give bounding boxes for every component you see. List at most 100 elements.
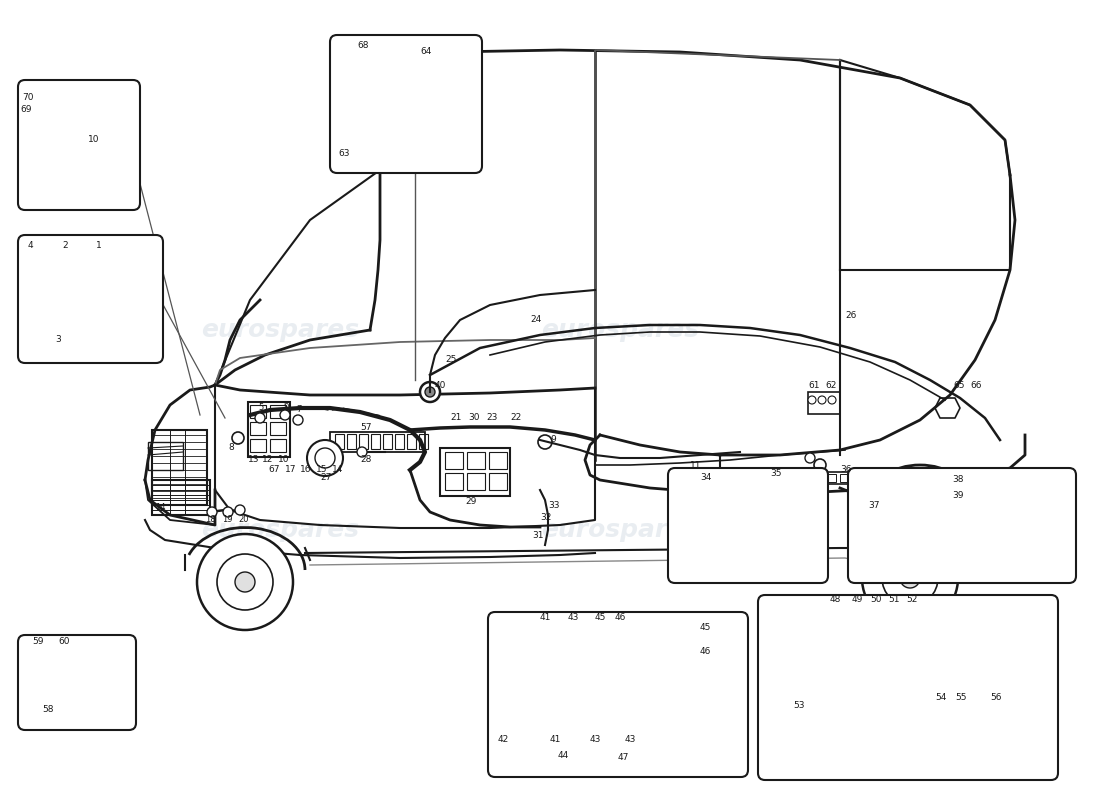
Text: 34: 34 [700,474,712,482]
Bar [681,505,698,523]
Circle shape [381,116,389,124]
Circle shape [664,728,678,742]
Text: 46: 46 [700,646,712,655]
Circle shape [85,655,99,669]
Text: 24: 24 [530,315,541,325]
FancyBboxPatch shape [18,235,163,363]
Bar [28,648,118,706]
Circle shape [35,655,50,669]
Text: 9: 9 [550,435,556,445]
Text: 14: 14 [155,503,165,513]
Bar [681,482,698,500]
Bar [756,474,766,482]
Circle shape [869,484,881,496]
Circle shape [664,616,678,630]
Circle shape [197,534,293,630]
Text: 61: 61 [808,382,820,390]
Bar [840,474,850,482]
FancyBboxPatch shape [668,468,828,583]
Text: 66: 66 [970,381,981,390]
Circle shape [828,396,836,404]
Circle shape [60,655,74,669]
Circle shape [217,554,273,610]
Bar [723,505,740,523]
Circle shape [64,681,70,687]
Text: 10: 10 [278,455,289,465]
Text: 65: 65 [953,381,965,390]
Bar [152,430,207,505]
Circle shape [207,507,217,517]
Bar [250,405,266,418]
Circle shape [223,507,233,517]
Bar [50,255,56,263]
Bar [270,405,286,418]
Text: 35: 35 [770,470,781,478]
Text: 2: 2 [62,241,67,250]
Text: 22: 22 [510,414,521,422]
Circle shape [232,432,244,444]
Text: 17: 17 [285,466,297,474]
Bar [742,474,752,482]
Circle shape [846,613,870,637]
FancyBboxPatch shape [330,35,482,173]
Bar [1042,484,1056,493]
Circle shape [39,681,45,687]
Text: 48: 48 [830,595,842,605]
Bar [826,474,836,482]
Circle shape [800,652,816,668]
Bar [700,655,720,669]
Circle shape [235,572,255,592]
Bar [446,473,463,490]
Circle shape [920,615,1000,695]
Circle shape [784,636,832,684]
Bar [250,439,266,452]
Bar [490,452,507,469]
Text: 39: 39 [952,491,964,501]
Text: 42: 42 [498,735,509,745]
Text: 14: 14 [332,466,343,474]
Circle shape [60,677,74,691]
Text: 43: 43 [625,735,637,745]
Bar [702,505,719,523]
Text: 21: 21 [450,414,461,422]
Text: 19: 19 [222,515,232,525]
Circle shape [341,125,346,131]
Text: 16: 16 [300,466,311,474]
Bar [66,284,94,310]
Circle shape [86,124,94,132]
Circle shape [307,440,343,476]
Bar [270,422,286,435]
Text: 56: 56 [990,694,1001,702]
Text: 49: 49 [852,595,864,605]
Bar [42,287,48,295]
Text: 8: 8 [228,443,233,453]
Text: eurospares: eurospares [201,318,359,342]
Bar [152,480,210,515]
Circle shape [952,647,968,663]
Text: 7: 7 [296,406,301,414]
Bar [419,434,428,449]
Text: 63: 63 [338,149,350,158]
FancyBboxPatch shape [848,468,1076,583]
Circle shape [882,550,938,606]
Circle shape [358,447,367,457]
Bar [678,478,746,530]
Bar [798,474,808,482]
Bar [102,255,108,263]
Text: eurospares: eurospares [201,518,359,542]
Text: 54: 54 [935,694,946,702]
Text: 25: 25 [446,355,456,365]
Bar [383,434,392,449]
Text: 27: 27 [320,474,331,482]
Circle shape [82,120,98,136]
Bar [808,392,840,414]
Text: 12: 12 [262,455,274,465]
Bar [336,434,344,449]
Bar [645,648,665,662]
Circle shape [493,728,507,742]
Circle shape [39,659,45,665]
Text: eurospares: eurospares [541,318,700,342]
Text: 18: 18 [205,515,216,525]
Text: 55: 55 [955,694,967,702]
Bar [371,434,380,449]
